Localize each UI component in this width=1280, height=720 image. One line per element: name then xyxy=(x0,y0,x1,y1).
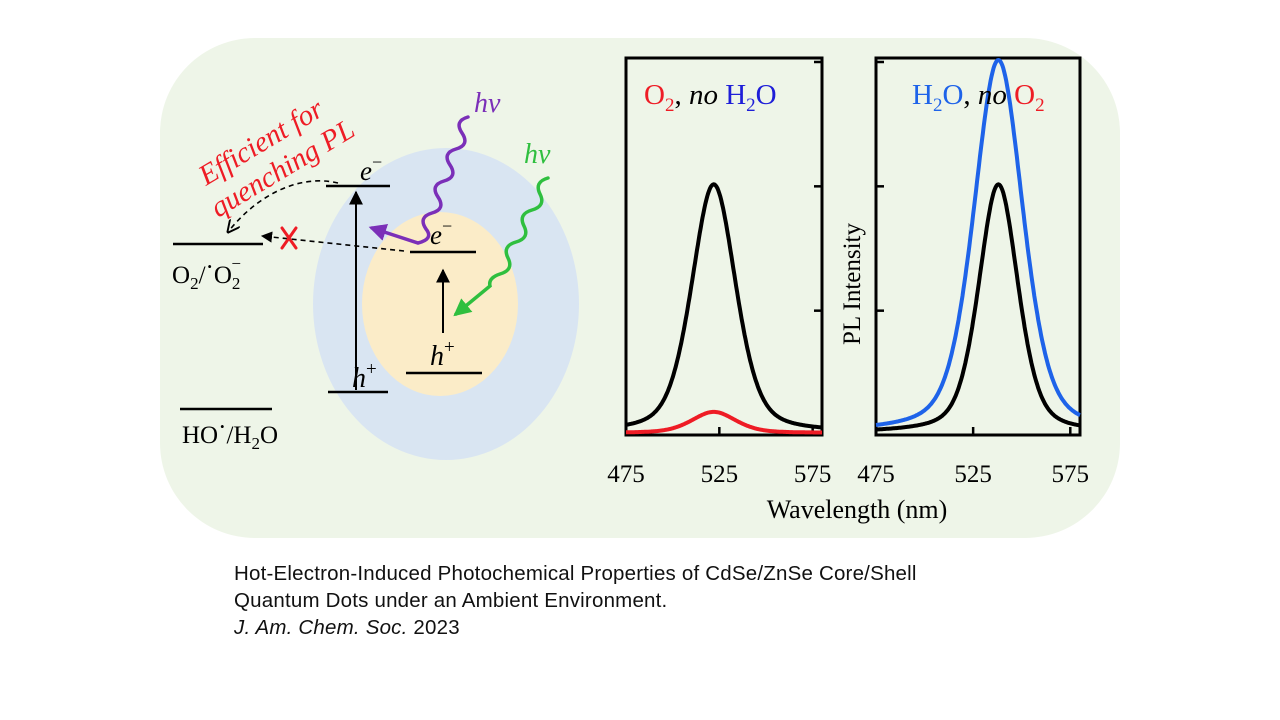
hot-electron-transfer-arrow xyxy=(228,180,339,232)
x-axis-label: Wavelength (nm) xyxy=(767,495,948,524)
x-tick-label: 575 xyxy=(1052,461,1090,488)
cross-mark-icon xyxy=(280,226,298,250)
hv-label-purple: hν xyxy=(474,88,501,119)
x-tick-label: 475 xyxy=(857,461,895,488)
caption-citation: J. Am. Chem. Soc. 2023 xyxy=(234,614,1134,641)
spectrum-line xyxy=(875,182,1081,432)
x-tick-label: 575 xyxy=(794,461,832,488)
y-axis-label: PL Intensity xyxy=(839,223,866,345)
spectrum-line xyxy=(624,182,824,430)
publication-year: 2023 xyxy=(407,616,460,639)
x-tick-label: 475 xyxy=(607,461,645,488)
core-hole-label: h+ xyxy=(430,337,455,372)
x-tick-label: 525 xyxy=(954,461,992,488)
shell-electron-label: e− xyxy=(360,152,382,186)
journal-name: J. Am. Chem. Soc. xyxy=(234,616,408,639)
shell-hole-label: h+ xyxy=(352,359,377,394)
chart-frame xyxy=(624,56,824,437)
ho-redox-label: HO·/H2O xyxy=(182,414,278,453)
core-electron-transfer-arrow xyxy=(260,231,405,252)
core-ellipse xyxy=(362,212,518,396)
caption-title-line1: Hot-Electron-Induced Photochemical Prope… xyxy=(234,562,917,585)
o2-redox-label: O2/·O2− xyxy=(172,254,241,293)
wavy-photon-arrow-icon xyxy=(453,176,550,317)
hv-label-green: hν xyxy=(524,139,551,170)
pl-spectra-charts: 475 525 575 475 525 575 xyxy=(607,56,1090,488)
chart-frame xyxy=(874,56,1082,437)
figure-caption: Hot-Electron-Induced Photochemical Prope… xyxy=(234,560,1134,641)
x-tick-label: 525 xyxy=(701,461,739,488)
caption-title-line2: Quantum Dots under an Ambient Environmen… xyxy=(234,589,668,612)
spectrum-line xyxy=(624,409,824,435)
wavy-photon-arrow-icon xyxy=(368,115,470,245)
spectrum-line xyxy=(875,58,1081,427)
right-panel-legend: H2O, no O2 xyxy=(912,79,1045,116)
core-electron-label: e− xyxy=(430,216,452,250)
left-panel-legend: O2, no H2O xyxy=(644,79,777,116)
